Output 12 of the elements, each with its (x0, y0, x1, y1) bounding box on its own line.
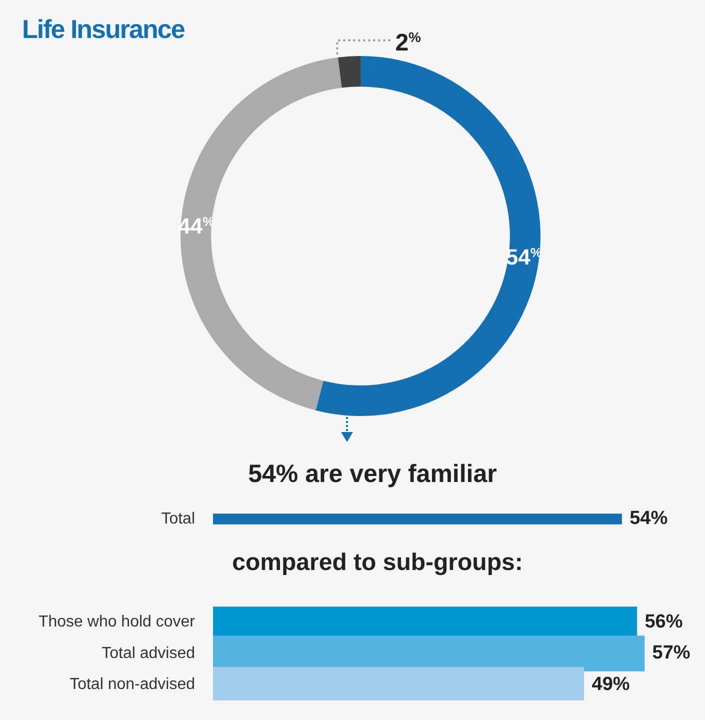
data-label: 56% (644, 611, 683, 632)
y-tick-label: Total advised (102, 644, 195, 662)
chart-title: Life Insurance (22, 14, 184, 45)
y-tick-label: Total non-advised (70, 676, 195, 694)
data-label: 2% (395, 28, 422, 56)
data-label: 49% (592, 674, 630, 695)
data-label: 57% (652, 642, 690, 664)
y-tick-label: Those who hold cover (38, 614, 196, 631)
chart-title: 54% are very familiar (247, 460, 498, 489)
data-label: 54% (630, 508, 668, 530)
y-tick-label: Total (161, 510, 195, 528)
chart-title: compared to sub-groups: (231, 549, 524, 577)
